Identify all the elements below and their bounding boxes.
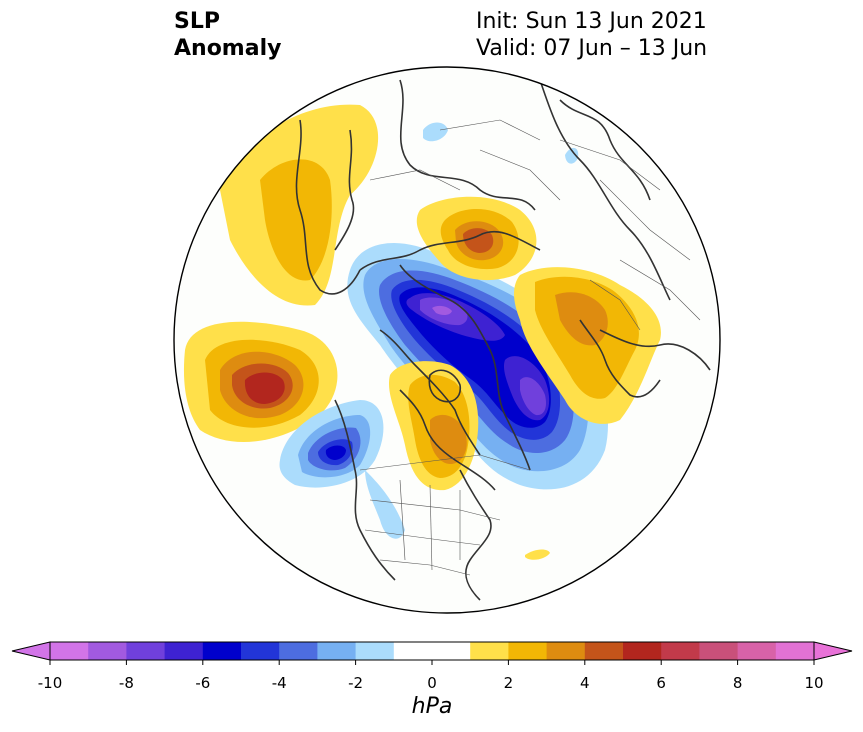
negative-anomaly-alaska (279, 400, 405, 539)
colorbar-tick-label: -4 (271, 674, 287, 692)
positive-anomaly-scandinavia (416, 196, 537, 281)
colorbar-segment (202, 642, 242, 660)
colorbar-segment (546, 642, 586, 660)
colorbar-segment (279, 642, 318, 660)
colorbar-extend-high (813, 641, 853, 661)
colorbar-tick-label: -8 (118, 674, 134, 692)
colorbar-tick-label: 8 (732, 674, 743, 692)
colorbar-segment (126, 642, 166, 660)
colorbar-segment (470, 642, 509, 660)
polar-map (173, 66, 721, 614)
colorbar-segment (661, 642, 700, 660)
title-line-2: Anomaly (174, 36, 282, 61)
colorbar-tick-label: 10 (804, 674, 824, 692)
colorbar-segment (432, 642, 471, 660)
negative-patch-north (423, 122, 448, 142)
positive-patch-atlantic (525, 549, 550, 560)
colorbar (11, 641, 853, 665)
colorbar-segment (508, 642, 548, 660)
negative-patch-northeast (565, 147, 579, 164)
colorbar-tick-label: -6 (195, 674, 211, 692)
borders (359, 119, 701, 576)
colorbar-segment (623, 642, 662, 660)
colorbar-tick-label: 6 (656, 674, 666, 692)
anomaly-contours (183, 79, 711, 601)
coastlines (295, 79, 711, 601)
valid-date-label: Valid: 07 Jun – 13 Jun (476, 36, 708, 61)
colorbar-segment (737, 642, 777, 660)
date-info: Init: Sun 13 Jun 2021 Valid: 07 Jun – 13… (476, 8, 707, 62)
colorbar-units: hPa (411, 694, 453, 719)
map-title: SLP Anomaly (174, 8, 281, 62)
positive-anomaly-pacific (183, 321, 338, 442)
colorbar-segment (241, 642, 280, 660)
colorbar-ticks (49, 660, 815, 665)
colorbar-tick-label: 0 (427, 674, 437, 692)
colorbar-segment (355, 642, 395, 660)
colorbar-segment (699, 642, 739, 660)
colorbar-segment (584, 642, 624, 660)
colorbar-tick-label: -10 (37, 674, 63, 692)
colorbar-segments (50, 642, 815, 660)
colorbar-tick-label: -2 (348, 674, 364, 692)
colorbar-segment (317, 642, 357, 660)
title-line-1: SLP (174, 9, 220, 34)
colorbar-segment (88, 642, 127, 660)
colorbar-extend-low (11, 641, 51, 661)
colorbar-segment (50, 642, 89, 660)
colorbar-tick-label: 4 (580, 674, 590, 692)
init-date-label: Init: Sun 13 Jun 2021 (476, 9, 707, 34)
colorbar-tick-label: 2 (503, 674, 514, 692)
map-boundary (173, 66, 721, 614)
colorbar-segment (775, 642, 815, 660)
colorbar-segment (393, 642, 433, 660)
colorbar-segment (164, 642, 204, 660)
